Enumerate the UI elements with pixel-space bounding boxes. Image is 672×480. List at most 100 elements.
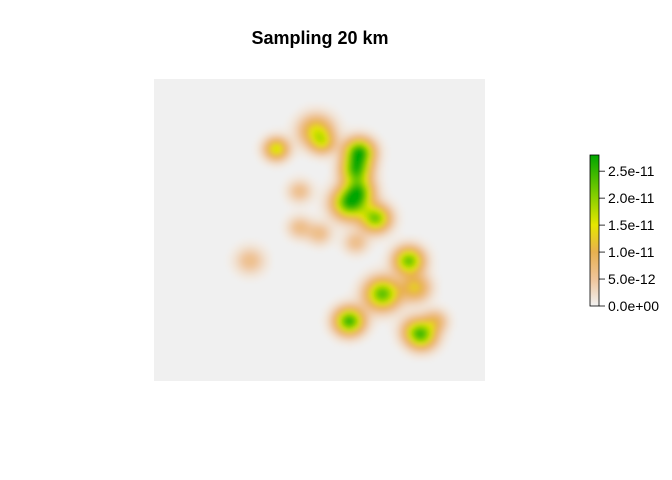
heatmap-cell: [415, 308, 420, 313]
heatmap-cell: [292, 233, 297, 237]
heatmap-cell: [364, 136, 369, 140]
chart-title: Sampling 20 km: [251, 28, 389, 48]
heatmap-cell: [286, 130, 291, 134]
heatmap-cell: [343, 223, 348, 228]
heatmap-cell: [370, 220, 375, 225]
heatmap-cell: [403, 350, 408, 355]
heatmap-cell: [415, 254, 420, 258]
heatmap-cell: [427, 341, 432, 346]
heatmap-cell: [346, 193, 351, 198]
heatmap-cell: [394, 208, 399, 213]
heatmap-cell: [319, 190, 324, 195]
heatmap-cell: [358, 272, 363, 276]
heatmap-cell: [349, 226, 354, 231]
heatmap-cell: [310, 145, 315, 150]
heatmap-cell: [358, 133, 363, 137]
heatmap-cell: [319, 236, 324, 240]
heatmap-cell: [292, 181, 297, 186]
heatmap-cell: [367, 208, 372, 213]
heatmap-cell: [262, 257, 266, 261]
heatmap-cell: [397, 347, 402, 352]
heatmap-cell: [244, 257, 248, 261]
heatmap-cell: [436, 344, 441, 349]
heatmap-cell: [421, 269, 426, 273]
heatmap-cell: [337, 302, 342, 307]
heatmap-cell: [322, 248, 327, 252]
heatmap-cell: [304, 151, 309, 156]
heatmap-cell: [361, 160, 366, 165]
heatmap-cell: [415, 284, 420, 288]
heatmap-cell: [403, 269, 408, 273]
heatmap-cell: [418, 302, 423, 307]
heatmap-cell: [391, 287, 396, 291]
heatmap-cell: [361, 314, 366, 319]
heatmap-cell: [445, 320, 450, 325]
heatmap-cell: [310, 226, 315, 231]
heatmap-cell: [391, 269, 396, 273]
heatmap-cell: [430, 347, 435, 352]
heatmap-cell: [379, 278, 384, 282]
heatmap-cell: [391, 202, 396, 207]
heatmap-cell: [436, 317, 441, 322]
heatmap-cell: [328, 175, 333, 180]
heatmap-cell: [418, 248, 423, 252]
heatmap-cell: [292, 130, 297, 134]
heatmap-cell: [376, 199, 381, 204]
heatmap-cell: [265, 154, 269, 159]
heatmap-cell: [325, 230, 330, 234]
heatmap-cell: [271, 154, 275, 159]
heatmap-cell: [418, 305, 423, 310]
heatmap-cell: [292, 193, 297, 198]
heatmap-cell: [376, 205, 381, 210]
heatmap-cell: [334, 175, 339, 180]
heatmap-cell: [394, 293, 399, 298]
heatmap-cell: [352, 142, 357, 147]
heatmap-cell: [307, 136, 312, 140]
heatmap-cell: [361, 320, 366, 325]
heatmap-cell: [361, 308, 366, 313]
heatmap-cell: [385, 302, 390, 307]
heatmap-cell: [397, 217, 402, 222]
heatmap-cell: [316, 145, 321, 150]
heatmap-cell: [406, 308, 411, 313]
heatmap-cell: [304, 136, 309, 140]
heatmap-cell: [319, 208, 324, 213]
heatmap-cell: [328, 305, 333, 310]
heatmap-cell: [391, 211, 396, 216]
heatmap-cell: [325, 242, 330, 246]
heatmap-cell: [346, 335, 351, 340]
heatmap-cell: [328, 112, 333, 116]
heatmap-cell: [424, 275, 429, 279]
heatmap-cell: [301, 217, 306, 222]
heatmap-cell: [379, 154, 384, 159]
heatmap-cell: [283, 145, 287, 150]
heatmap-cell: [337, 236, 342, 240]
heatmap-cell: [334, 226, 339, 231]
heatmap-cell: [412, 239, 417, 243]
heatmap-cell: [403, 260, 408, 264]
heatmap-cell: [427, 356, 432, 361]
heatmap-cell: [412, 251, 417, 255]
heatmap-cell: [370, 205, 375, 210]
heatmap-cell: [367, 133, 372, 137]
heatmap-cell: [313, 121, 318, 125]
heatmap-cell: [253, 278, 257, 282]
heatmap-cell: [355, 151, 360, 156]
heatmap-cell: [298, 184, 303, 189]
heatmap-cell: [292, 142, 297, 147]
heatmap-cell: [307, 184, 312, 189]
heatmap-cell: [298, 193, 303, 198]
heatmap-cell: [259, 272, 263, 276]
heatmap-cell: [283, 181, 287, 186]
heatmap-cell: [304, 103, 309, 107]
heatmap-cell: [346, 323, 351, 328]
heatmap-cell: [268, 157, 272, 162]
heatmap-cell: [364, 223, 369, 228]
heatmap-cell: [400, 208, 405, 213]
heatmap-cell: [436, 320, 441, 325]
heatmap-cell: [235, 242, 239, 246]
heatmap-cell: [265, 139, 269, 144]
heatmap-cell: [277, 142, 281, 147]
heatmap-cell: [382, 214, 387, 219]
heatmap-cell: [304, 175, 309, 180]
